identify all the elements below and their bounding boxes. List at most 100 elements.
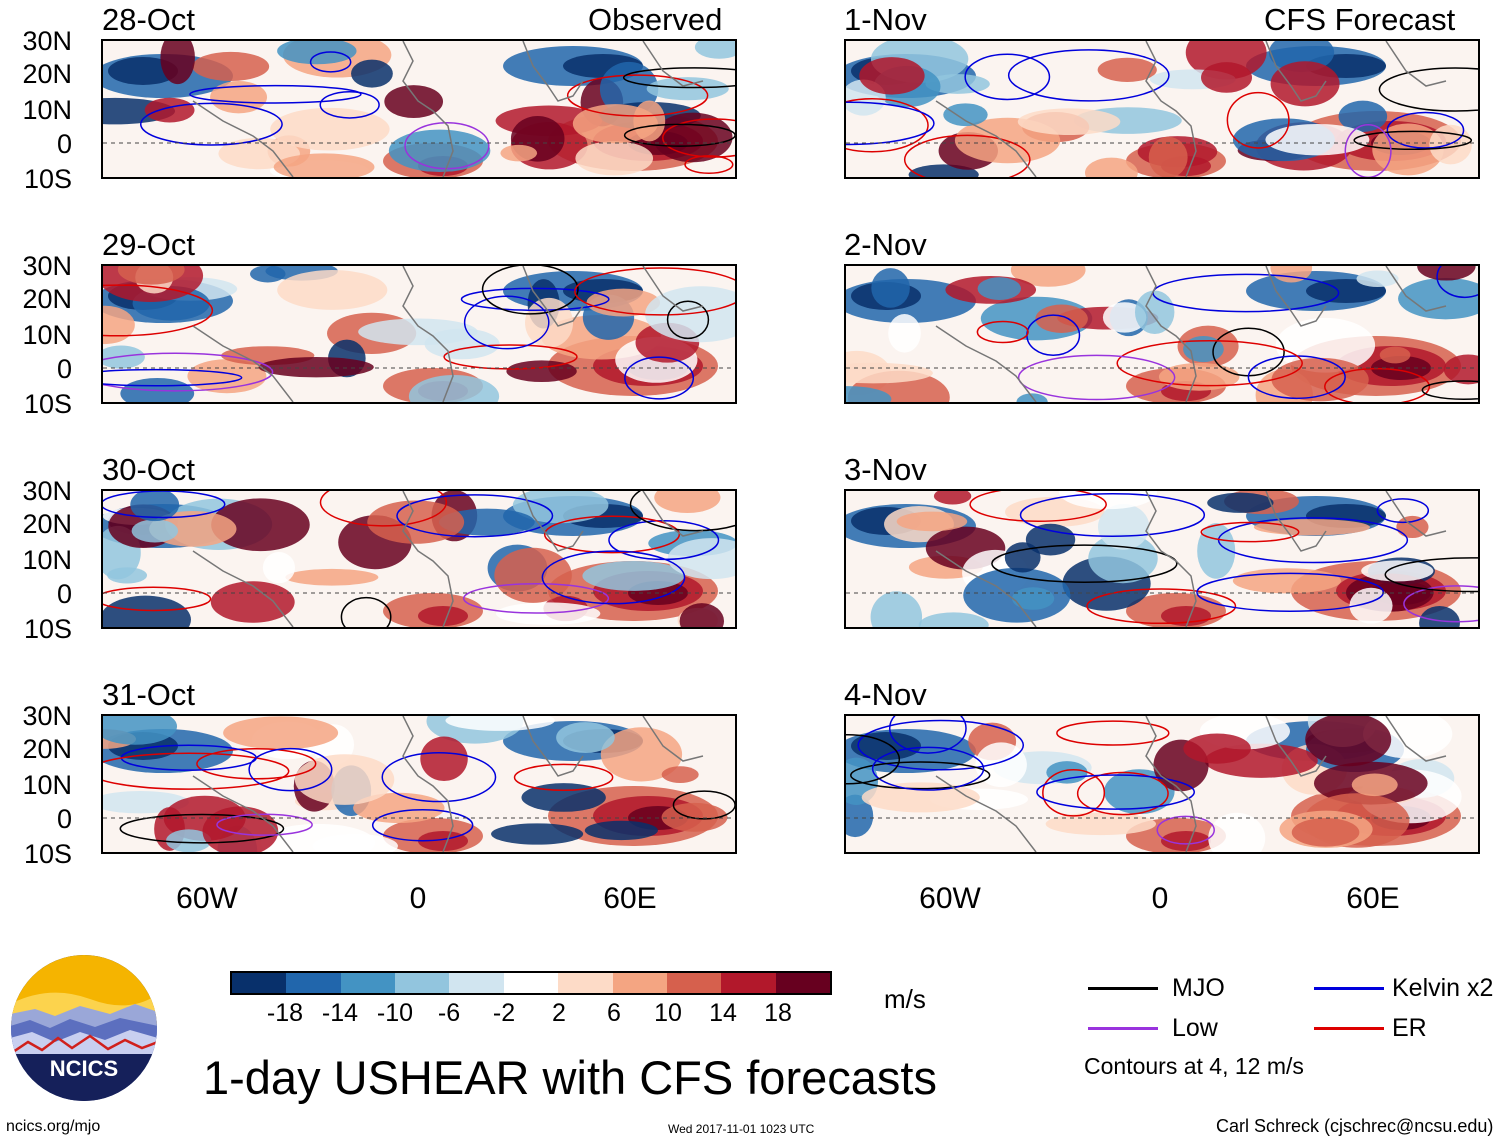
contour-line bbox=[340, 596, 392, 627]
contour-line bbox=[1017, 354, 1176, 401]
lat-label: 20N bbox=[22, 509, 72, 539]
colorbar-label: -10 bbox=[376, 999, 414, 1027]
map-panel-forecast-1 bbox=[844, 39, 1480, 179]
shading-blob bbox=[202, 806, 279, 852]
map-panel-forecast-2 bbox=[844, 264, 1480, 404]
shading-blob bbox=[494, 547, 572, 603]
shading-blob bbox=[249, 266, 286, 283]
shading-blob bbox=[575, 141, 654, 176]
shading-blob bbox=[512, 491, 609, 524]
panel-date-label: 1-Nov bbox=[844, 2, 927, 37]
shading-blob bbox=[1161, 831, 1211, 851]
lat-label: 30N bbox=[22, 476, 72, 506]
contour-line bbox=[1156, 815, 1215, 845]
contour-line bbox=[623, 123, 735, 147]
contour-line bbox=[248, 747, 333, 792]
shading-blob bbox=[888, 314, 921, 353]
shading-blob bbox=[1305, 716, 1392, 767]
lat-label: 10N bbox=[22, 770, 72, 800]
shading-blob bbox=[103, 305, 135, 345]
lat-label: 0 bbox=[56, 129, 72, 159]
shading-blob bbox=[1338, 100, 1388, 132]
contour-line bbox=[624, 356, 695, 400]
lat-label: 10N bbox=[22, 320, 72, 350]
shading-blob bbox=[1207, 492, 1274, 513]
contour-line bbox=[381, 751, 497, 803]
colorbar-swatch bbox=[449, 973, 504, 993]
map-panel-observed-4 bbox=[101, 714, 737, 854]
contour-line bbox=[1019, 492, 1206, 537]
legend-label-low: Low bbox=[1172, 1014, 1218, 1042]
contour-line bbox=[1196, 572, 1385, 612]
lat-label: 0 bbox=[56, 804, 72, 834]
contour-line bbox=[1116, 340, 1303, 387]
contour-line bbox=[541, 550, 686, 605]
contour-line bbox=[976, 320, 1029, 344]
colorbar-swatch bbox=[558, 973, 613, 993]
panel-date-label: 3-Nov bbox=[844, 452, 927, 487]
contour-line bbox=[513, 763, 614, 792]
lat-label: 20N bbox=[22, 734, 72, 764]
colorbar-label: -18 bbox=[266, 999, 304, 1027]
contour-line bbox=[103, 491, 226, 519]
shading-blob bbox=[351, 59, 393, 88]
colorbar-label: 14 bbox=[709, 999, 737, 1027]
contour-note: Contours at 4, 12 m/s bbox=[1084, 1053, 1304, 1079]
lon-label: 60W bbox=[919, 882, 981, 915]
contour-line bbox=[666, 300, 710, 340]
contour-line bbox=[1386, 111, 1465, 149]
shading-blob bbox=[1356, 270, 1399, 288]
colorbar-swatch bbox=[666, 973, 722, 993]
colorbar-swatch bbox=[286, 973, 341, 993]
shading-blob bbox=[418, 831, 468, 851]
shading-blob bbox=[846, 386, 892, 402]
shading-blob bbox=[851, 732, 921, 760]
lat-label: 30N bbox=[22, 251, 72, 281]
contour-line bbox=[1200, 521, 1300, 543]
contour-line bbox=[1376, 498, 1430, 524]
contour-line bbox=[846, 734, 901, 785]
shading-blob bbox=[1379, 346, 1411, 364]
shading-blob bbox=[388, 129, 491, 172]
contour-line bbox=[319, 491, 448, 527]
contour-line bbox=[1324, 367, 1431, 402]
colorbar-swatch bbox=[395, 973, 450, 993]
contour-line bbox=[871, 746, 985, 791]
shading-blob bbox=[192, 51, 270, 82]
contour-line bbox=[103, 368, 243, 387]
figure-title: 1-day USHEAR with CFS forecasts bbox=[203, 1051, 937, 1104]
contour-line bbox=[103, 586, 212, 612]
shading-blob bbox=[103, 595, 191, 627]
coastline bbox=[192, 41, 704, 177]
contour-line bbox=[857, 719, 1025, 771]
contour-line bbox=[103, 284, 214, 337]
legend-line-mjo bbox=[1088, 987, 1158, 990]
shading-blob bbox=[103, 716, 178, 745]
shading-blob bbox=[1017, 108, 1121, 136]
shading-blob bbox=[491, 823, 584, 845]
contour-line bbox=[1217, 517, 1409, 564]
colorbar-label: 10 bbox=[654, 999, 682, 1027]
shading-blob bbox=[1351, 773, 1398, 797]
shading-blob bbox=[861, 782, 980, 813]
column-header-observed: Observed bbox=[588, 2, 723, 37]
shading-blob bbox=[1059, 491, 1158, 510]
contour-line bbox=[1436, 266, 1478, 299]
shading-blob bbox=[870, 591, 923, 627]
ncics-logo: NCICS bbox=[10, 954, 158, 1102]
shading-blob bbox=[1361, 560, 1434, 582]
lat-label: 10S bbox=[23, 389, 72, 419]
shading-blob bbox=[117, 266, 185, 285]
shading-blob bbox=[1232, 568, 1342, 594]
shading-blob bbox=[667, 538, 735, 580]
shading-blob bbox=[556, 722, 615, 753]
shading-blob bbox=[679, 603, 725, 627]
shading-blob bbox=[521, 783, 606, 812]
contour-line bbox=[969, 491, 1107, 522]
shading-blob bbox=[943, 103, 988, 127]
contour-line bbox=[1421, 380, 1478, 401]
shading-blob bbox=[1271, 357, 1369, 402]
contour-line bbox=[103, 352, 274, 392]
shading-blob bbox=[420, 736, 468, 782]
contour-line bbox=[622, 67, 735, 89]
